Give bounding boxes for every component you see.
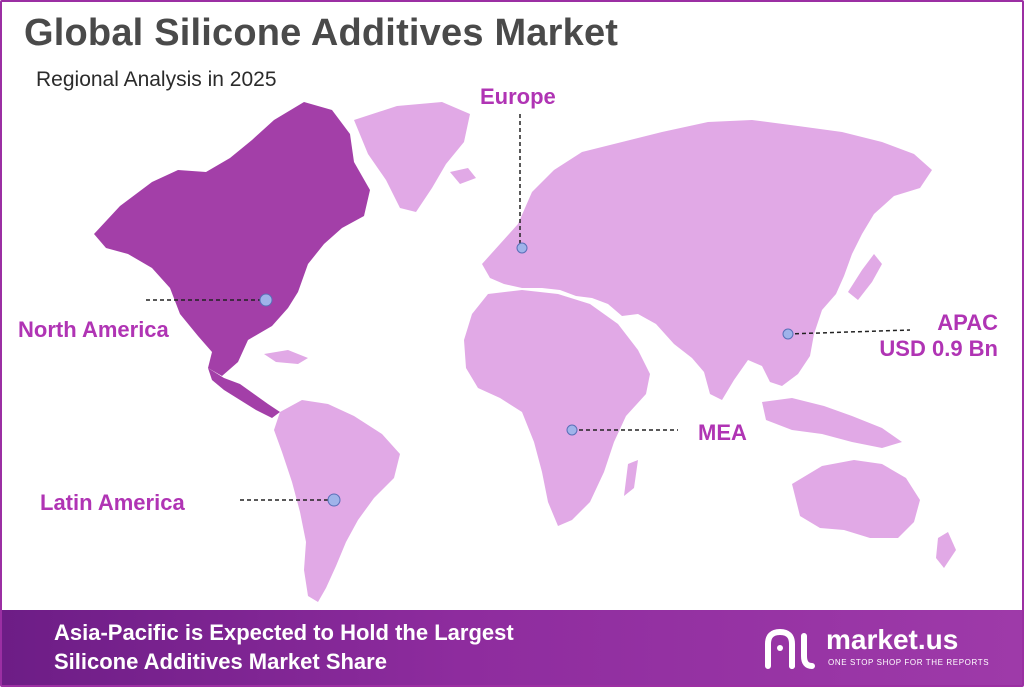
new-zealand-shape — [936, 532, 956, 568]
banner-line-2: Silicone Additives Market Share — [54, 649, 387, 674]
central-america-shape — [208, 368, 280, 418]
page-subtitle: Regional Analysis in 2025 — [36, 68, 277, 91]
caribbean-shape — [264, 350, 308, 364]
brand-block: market.us ONE STOP SHOP FOR THE REPORTS — [764, 624, 1004, 672]
page-title: Global Silicone Additives Market — [24, 12, 619, 54]
australia-shape — [792, 460, 920, 538]
north-america-shape — [94, 102, 370, 376]
europe-marker — [516, 242, 528, 254]
banner-message: Asia-Pacific is Expected to Hold the Lar… — [54, 618, 514, 676]
latin-america-label: Latin America — [40, 490, 185, 515]
apac-marker — [782, 328, 794, 340]
madagascar-shape — [624, 460, 638, 496]
africa-shape — [464, 290, 650, 526]
apac-leader-line — [787, 329, 911, 335]
apac-label: APAC USD 0.9 Bn — [862, 310, 998, 362]
apac-label-value: USD 0.9 Bn — [879, 336, 998, 361]
mea-label: MEA — [698, 420, 747, 445]
market-us-logo-icon — [765, 628, 815, 669]
north-america-label: North America — [18, 317, 169, 342]
latin-america-marker — [327, 493, 341, 507]
footer-banner: Asia-Pacific is Expected to Hold the Lar… — [2, 610, 1022, 685]
brand-name: market.us — [826, 624, 959, 655]
brand-tagline: ONE STOP SHOP FOR THE REPORTS — [828, 658, 990, 667]
europe-label: Europe — [480, 84, 556, 109]
apac-label-name: APAC — [937, 310, 998, 335]
north-america-marker — [259, 293, 273, 307]
banner-line-1: Asia-Pacific is Expected to Hold the Lar… — [54, 620, 514, 645]
iceland-shape — [450, 168, 476, 184]
mea-marker — [566, 424, 578, 436]
greenland-shape — [354, 102, 470, 212]
world-map — [94, 102, 956, 602]
southeast-asia-shape — [762, 398, 902, 448]
japan-shape — [848, 254, 882, 300]
eurasia-shape — [482, 120, 932, 400]
